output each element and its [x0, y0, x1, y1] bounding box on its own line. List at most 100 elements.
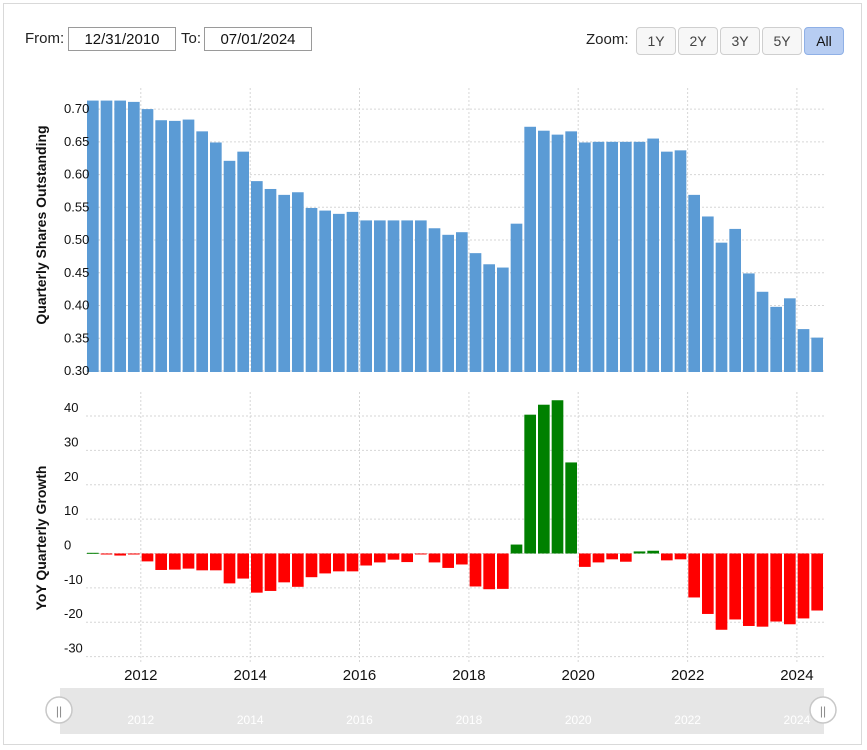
shares-bar[interactable]: [305, 207, 318, 372]
shares-bar[interactable]: [210, 142, 222, 372]
navigator-right-handle[interactable]: ||: [809, 696, 837, 724]
growth-bar[interactable]: [497, 553, 509, 589]
growth-bar[interactable]: [237, 553, 249, 579]
zoom-2y-button[interactable]: 2Y: [678, 27, 718, 55]
growth-bar[interactable]: [141, 553, 154, 562]
shares-bar[interactable]: [251, 181, 263, 372]
growth-bar[interactable]: [715, 553, 728, 630]
growth-bar[interactable]: [579, 553, 591, 567]
growth-bar[interactable]: [387, 553, 400, 560]
growth-bar[interactable]: [674, 553, 687, 560]
shares-bar[interactable]: [360, 220, 372, 372]
growth-bar[interactable]: [797, 553, 810, 619]
shares-bar[interactable]: [264, 188, 277, 372]
shares-bar[interactable]: [579, 142, 591, 372]
growth-bar[interactable]: [743, 553, 755, 626]
growth-bar[interactable]: [374, 553, 386, 563]
shares-bar[interactable]: [702, 216, 714, 372]
zoom-all-button[interactable]: All: [804, 27, 844, 55]
from-date-input[interactable]: [68, 27, 176, 51]
growth-bar[interactable]: [319, 553, 331, 574]
growth-bar[interactable]: [346, 553, 359, 572]
growth-bar[interactable]: [606, 553, 618, 560]
growth-bar[interactable]: [251, 553, 263, 593]
growth-bar[interactable]: [196, 553, 208, 571]
growth-bar[interactable]: [128, 553, 140, 555]
range-navigator[interactable]: 2012 2014 2016 2018 2020 2022 2024 || ||: [45, 688, 837, 734]
shares-bar[interactable]: [346, 211, 359, 372]
shares-bar[interactable]: [292, 192, 304, 372]
growth-bar[interactable]: [87, 552, 99, 554]
shares-bar[interactable]: [319, 210, 331, 372]
shares-bar[interactable]: [797, 329, 810, 372]
growth-bar[interactable]: [415, 553, 427, 555]
growth-bar[interactable]: [264, 553, 277, 591]
shares-bar[interactable]: [551, 134, 564, 372]
shares-bar[interactable]: [647, 138, 659, 372]
zoom-1y-button[interactable]: 1Y: [636, 27, 676, 55]
shares-bar[interactable]: [592, 141, 605, 372]
shares-bar[interactable]: [784, 298, 796, 372]
shares-bar[interactable]: [524, 126, 536, 373]
shares-bar[interactable]: [497, 267, 509, 372]
shares-bar[interactable]: [374, 220, 386, 372]
growth-bar[interactable]: [292, 553, 304, 587]
shares-bar[interactable]: [483, 264, 495, 372]
growth-bar[interactable]: [524, 414, 536, 554]
zoom-3y-button[interactable]: 3Y: [720, 27, 760, 55]
shares-bar[interactable]: [661, 151, 673, 372]
growth-bar[interactable]: [770, 553, 782, 622]
shares-bar[interactable]: [141, 109, 154, 372]
growth-bar[interactable]: [702, 553, 714, 614]
shares-bar[interactable]: [182, 119, 195, 372]
shares-bar[interactable]: [538, 130, 550, 372]
growth-bar[interactable]: [442, 553, 454, 568]
growth-bar[interactable]: [483, 553, 495, 590]
shares-bar[interactable]: [715, 242, 728, 372]
shares-bar[interactable]: [756, 291, 769, 372]
navigator-left-handle[interactable]: ||: [45, 696, 73, 724]
growth-bar[interactable]: [428, 553, 441, 563]
shares-bar[interactable]: [565, 131, 577, 372]
shares-bar[interactable]: [237, 151, 249, 372]
growth-bar[interactable]: [100, 553, 113, 555]
growth-bar[interactable]: [210, 553, 222, 571]
shares-bar[interactable]: [456, 232, 468, 372]
shares-bar[interactable]: [278, 194, 290, 372]
growth-bar[interactable]: [223, 553, 236, 584]
growth-bar[interactable]: [401, 553, 413, 563]
shares-bar[interactable]: [510, 223, 523, 372]
growth-bar[interactable]: [784, 553, 796, 625]
growth-bar[interactable]: [155, 553, 167, 570]
growth-bar[interactable]: [469, 553, 482, 587]
shares-bar[interactable]: [223, 160, 236, 372]
shares-bar[interactable]: [770, 306, 782, 372]
growth-bar[interactable]: [169, 553, 181, 570]
shares-bar[interactable]: [428, 228, 441, 372]
growth-bar[interactable]: [729, 553, 741, 620]
shares-bar[interactable]: [333, 213, 345, 372]
shares-bar[interactable]: [674, 150, 687, 372]
growth-bar[interactable]: [114, 553, 126, 556]
shares-bar[interactable]: [633, 141, 646, 372]
shares-bar[interactable]: [688, 194, 700, 372]
shares-bar[interactable]: [606, 141, 618, 372]
growth-bar[interactable]: [510, 544, 523, 554]
growth-bar[interactable]: [647, 550, 659, 554]
shares-bar[interactable]: [811, 337, 823, 372]
to-date-input[interactable]: [204, 27, 312, 51]
growth-bar[interactable]: [565, 462, 577, 554]
growth-bar[interactable]: [661, 553, 673, 561]
shares-bar[interactable]: [387, 220, 400, 372]
growth-bar[interactable]: [305, 553, 318, 578]
growth-bar[interactable]: [811, 553, 823, 611]
growth-bar[interactable]: [688, 553, 700, 598]
growth-bar[interactable]: [633, 551, 646, 554]
shares-bar[interactable]: [401, 220, 413, 372]
growth-bar[interactable]: [620, 553, 632, 562]
shares-bar[interactable]: [155, 120, 167, 372]
growth-bar[interactable]: [551, 400, 564, 554]
shares-bar[interactable]: [743, 273, 755, 372]
shares-bar[interactable]: [729, 228, 741, 372]
growth-bar[interactable]: [333, 553, 345, 572]
